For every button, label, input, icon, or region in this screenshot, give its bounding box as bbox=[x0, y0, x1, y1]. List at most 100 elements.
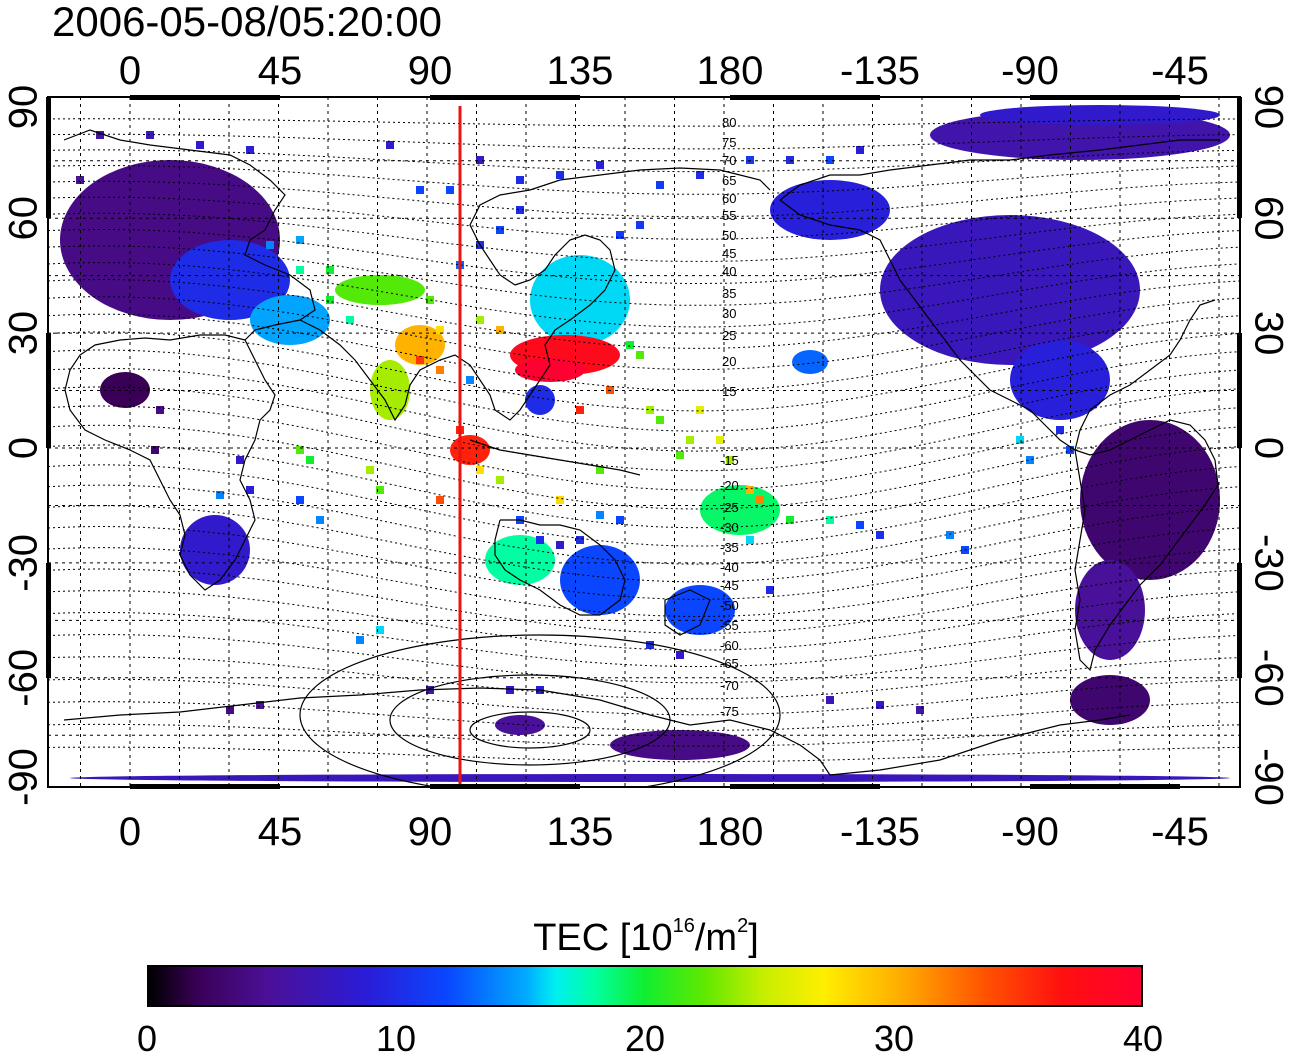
tec-pixel bbox=[786, 516, 794, 524]
magnetic-contour bbox=[48, 296, 1240, 370]
magnetic-contour bbox=[48, 313, 1240, 391]
tec-region-central-asia bbox=[335, 275, 425, 305]
tec-colorbar bbox=[147, 965, 1143, 1007]
tec-pixel bbox=[626, 341, 634, 349]
top-longitude-tick-label: 135 bbox=[547, 49, 614, 93]
frame-tick-bar bbox=[1030, 784, 1180, 789]
tec-pixel bbox=[616, 231, 624, 239]
colorbar-title-main: TEC [10 bbox=[533, 917, 673, 959]
coastline-layer bbox=[63, 129, 1220, 776]
contour-label: 15 bbox=[722, 384, 736, 399]
colorbar-title-exponent: 16 bbox=[672, 915, 695, 937]
contour-label: -20 bbox=[720, 478, 739, 493]
tec-pixel bbox=[676, 451, 684, 459]
tec-pixel bbox=[326, 266, 334, 274]
tec-pixel bbox=[556, 171, 564, 179]
tec-region-middle-east bbox=[250, 295, 330, 345]
tec-region-antarctic-peninsula bbox=[1070, 675, 1150, 725]
left-latitude-tick-label: 90 bbox=[2, 85, 46, 130]
contour-label: 35 bbox=[722, 286, 736, 301]
colorbar-title: TEC [1016/m2] bbox=[0, 905, 1292, 959]
right-latitude-tick-label: -60 bbox=[1246, 649, 1290, 707]
tec-pixel bbox=[746, 486, 754, 494]
tec-pixel bbox=[316, 516, 324, 524]
colorbar-tick-label: 0 bbox=[136, 1018, 158, 1059]
tec-region-new-zealand bbox=[665, 585, 735, 635]
tec-pixel bbox=[476, 316, 484, 324]
bottom-longitude-tick-label: -90 bbox=[1001, 810, 1059, 854]
tec-pixel bbox=[496, 226, 504, 234]
magnetic-contour bbox=[48, 165, 1240, 195]
tec-pixel bbox=[596, 161, 604, 169]
coastline bbox=[664, 589, 711, 636]
colorbar-title-unit: /m bbox=[694, 917, 738, 959]
coastline bbox=[779, 199, 1076, 451]
coastline bbox=[779, 139, 1220, 201]
contour-label: -65 bbox=[720, 656, 739, 671]
frame-tick-bar bbox=[730, 95, 880, 100]
tec-pixel bbox=[766, 586, 774, 594]
tec-region-south-america bbox=[1080, 420, 1220, 580]
tec-region-south-america-south bbox=[1075, 560, 1145, 660]
tec-pixel bbox=[246, 146, 254, 154]
contour-label: -50 bbox=[720, 598, 739, 613]
tec-pixel bbox=[856, 521, 864, 529]
right-latitude-tick-label: 90 bbox=[1246, 85, 1290, 130]
top-longitude-tick-label: 180 bbox=[697, 49, 764, 93]
tec-pixel bbox=[196, 141, 204, 149]
contour-label: -30 bbox=[720, 520, 739, 535]
tec-pixel bbox=[416, 356, 424, 364]
tec-pixel bbox=[156, 406, 164, 414]
left-latitude-tick-label: 30 bbox=[2, 311, 46, 356]
magnetic-contour bbox=[48, 118, 1240, 127]
magnetic-contour bbox=[48, 568, 1240, 634]
magnetic-contour-loop bbox=[469, 711, 591, 749]
tec-pixel bbox=[496, 326, 504, 334]
frame-tick-bar bbox=[1237, 333, 1242, 448]
tec-region-hawaii bbox=[792, 350, 828, 374]
magnetic-contour bbox=[48, 547, 1240, 618]
tec-pixel bbox=[416, 186, 424, 194]
tec-pixel bbox=[96, 131, 104, 139]
magnetic-contour-loop bbox=[389, 674, 671, 766]
tec-pixel bbox=[306, 456, 314, 464]
contour-label: 30 bbox=[722, 306, 736, 321]
magnetic-contour bbox=[48, 526, 1240, 600]
tec-pixel bbox=[646, 406, 654, 414]
frame-tick-bar bbox=[46, 97, 51, 218]
tec-pixel bbox=[296, 266, 304, 274]
contour-label: 25 bbox=[722, 328, 736, 343]
magnetic-contour bbox=[48, 424, 1240, 510]
tec-pixel bbox=[426, 296, 434, 304]
colorbar-tick-label: 20 bbox=[624, 1018, 666, 1059]
coastline bbox=[1074, 419, 1219, 672]
tec-pixel bbox=[916, 706, 924, 714]
magnetic-contour bbox=[48, 278, 1240, 349]
tec-region-west-africa bbox=[100, 372, 150, 408]
tec-pixel bbox=[716, 436, 724, 444]
colorbar-title-end: ] bbox=[748, 917, 759, 959]
tec-pixel bbox=[296, 446, 304, 454]
tec-pixel bbox=[576, 406, 584, 414]
top-longitude-tick-label: 0 bbox=[119, 49, 141, 93]
tec-pixel bbox=[266, 241, 274, 249]
contour-label: -25 bbox=[720, 500, 739, 515]
tec-pixel bbox=[256, 701, 264, 709]
contour-label: -70 bbox=[720, 678, 739, 693]
top-longitude-tick-label: -45 bbox=[1151, 49, 1209, 93]
contour-label: 80 bbox=[722, 115, 736, 130]
tec-pixel bbox=[876, 531, 884, 539]
right-latitude-tick-label: 60 bbox=[1246, 196, 1290, 241]
magnetic-contour bbox=[48, 262, 1240, 328]
colorbar-tick-label: 30 bbox=[873, 1018, 915, 1059]
tec-pixel bbox=[436, 496, 444, 504]
magnetic-latitude-contours bbox=[48, 118, 1240, 787]
tec-pixel bbox=[236, 456, 244, 464]
contour-label: -15 bbox=[720, 453, 739, 468]
tec-pixel bbox=[226, 706, 234, 714]
magnetic-contour bbox=[48, 656, 1240, 700]
tec-pixel bbox=[656, 416, 664, 424]
tec-region-india bbox=[395, 325, 445, 365]
right-latitude-tick-label: 30 bbox=[1246, 311, 1290, 356]
contour-label: 70 bbox=[722, 153, 736, 168]
